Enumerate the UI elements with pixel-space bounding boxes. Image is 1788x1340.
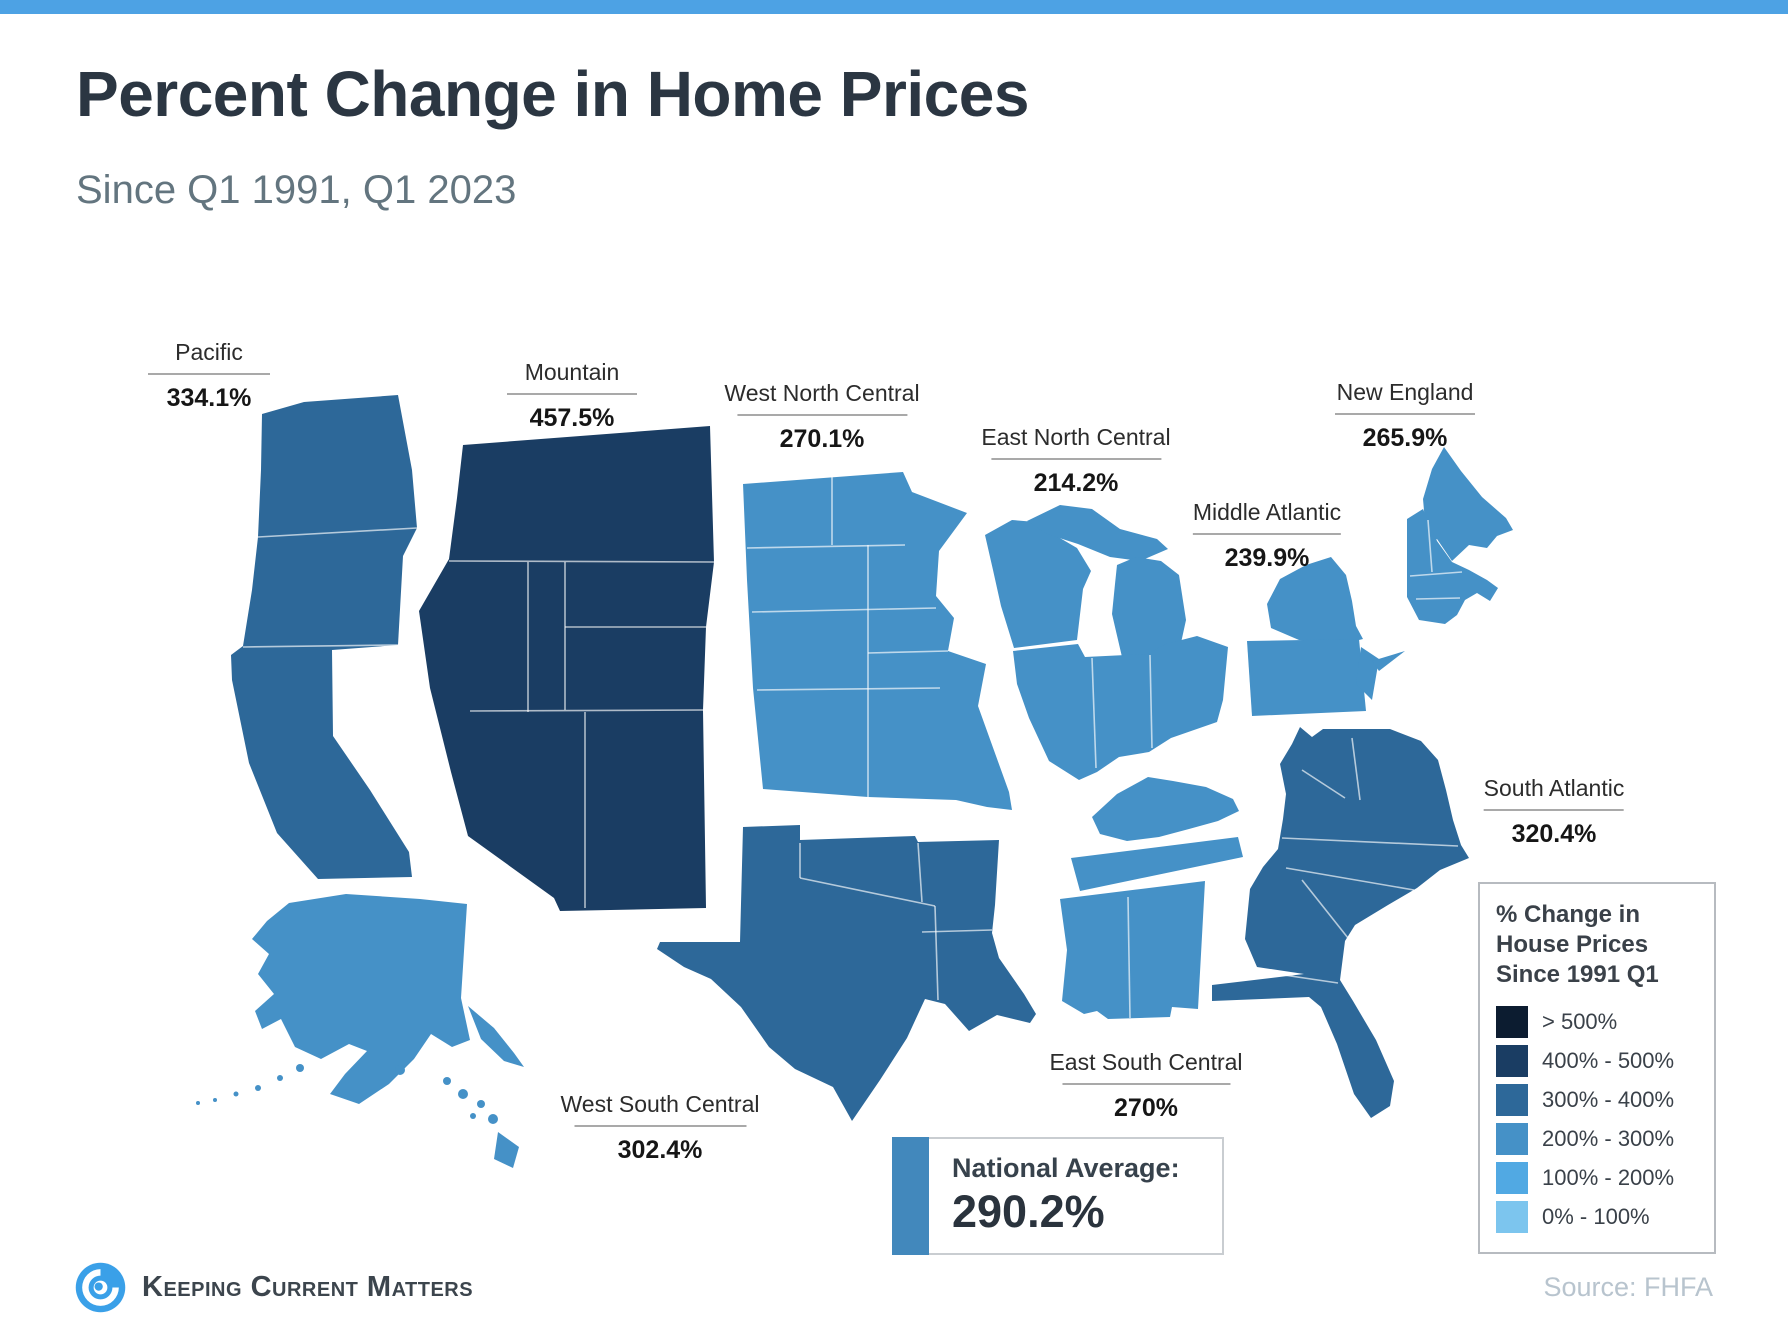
region-new-england-shape xyxy=(1407,447,1513,624)
label-rule xyxy=(1484,809,1624,812)
label-west-north-central: West North Central 270.1% xyxy=(724,380,920,454)
region-name: East North Central xyxy=(981,424,1171,450)
label-new-england: New England 265.9% xyxy=(1335,379,1475,453)
top-accent-bar xyxy=(0,0,1788,14)
national-average-label: National Average: xyxy=(952,1153,1180,1183)
page-subtitle: Since Q1 1991, Q1 2023 xyxy=(76,168,517,212)
label-mountain: Mountain 457.5% xyxy=(507,359,637,433)
legend-item: 400% - 500% xyxy=(1496,1041,1700,1080)
region-name: East South Central xyxy=(1049,1049,1243,1075)
legend-label: > 500% xyxy=(1542,1008,1618,1034)
legend-swatch xyxy=(1496,1161,1528,1194)
label-east-north-central: East North Central 214.2% xyxy=(981,424,1171,498)
region-value: 302.4% xyxy=(617,1136,703,1165)
region-south-atlantic-shape xyxy=(1212,727,1469,1118)
alaska-hawaii-shapes xyxy=(196,894,524,1168)
label-middle-atlantic: Middle Atlantic 239.9% xyxy=(1192,499,1342,573)
region-value: 265.9% xyxy=(1362,424,1448,453)
region-value: 239.9% xyxy=(1224,544,1310,573)
region-name: Mountain xyxy=(524,359,620,385)
page-title: Percent Change in Home Prices xyxy=(76,58,1029,130)
legend-item: 0% - 100% xyxy=(1496,1197,1700,1236)
region-value: 457.5% xyxy=(529,404,615,433)
source-attribution: Source: FHFA xyxy=(1543,1272,1713,1302)
label-west-south-central: West South Central 302.4% xyxy=(560,1091,760,1165)
region-west-south-central-shape xyxy=(657,825,1036,1121)
region-name: New England xyxy=(1336,379,1474,405)
national-average-card: National Average: 290.2% xyxy=(892,1137,1224,1255)
label-rule xyxy=(1193,533,1341,536)
label-rule xyxy=(1062,1083,1230,1086)
region-name: Pacific xyxy=(175,339,243,365)
region-east-north-central-shape xyxy=(985,505,1228,780)
label-rule xyxy=(990,458,1161,461)
region-pacific-shape xyxy=(231,395,418,879)
national-average-value: 290.2% xyxy=(952,1186,1105,1237)
label-rule xyxy=(148,373,270,376)
region-west-north-central-shape xyxy=(743,472,1012,810)
legend-item: > 500% xyxy=(1496,1002,1700,1041)
brand-lockup: Keeping Current Matters xyxy=(73,1260,473,1315)
legend-label: 0% - 100% xyxy=(1542,1203,1650,1229)
legend-label: 400% - 500% xyxy=(1542,1047,1675,1073)
swirl-logo-icon xyxy=(73,1260,128,1315)
region-mountain-shape xyxy=(419,426,715,911)
brand-name: Keeping Current Matters xyxy=(142,1271,474,1303)
legend-item: 200% - 300% xyxy=(1496,1119,1700,1158)
legend-title: % Change in House Prices Since 1991 Q1 xyxy=(1496,901,1659,988)
region-name: West North Central xyxy=(724,380,920,406)
region-value: 320.4% xyxy=(1511,820,1597,849)
label-rule xyxy=(573,1125,746,1128)
label-south-atlantic: South Atlantic 320.4% xyxy=(1483,775,1625,849)
legend-swatch xyxy=(1496,1005,1528,1038)
legend-swatch xyxy=(1496,1083,1528,1116)
region-east-south-central-shape xyxy=(1060,777,1243,1019)
legend-swatch xyxy=(1496,1200,1528,1233)
legend-label: 100% - 200% xyxy=(1542,1164,1675,1190)
region-name: West South Central xyxy=(560,1091,760,1117)
national-average-accent-bar xyxy=(892,1137,929,1255)
label-pacific: Pacific 334.1% xyxy=(148,339,270,413)
legend-label: 300% - 400% xyxy=(1542,1086,1675,1112)
label-rule xyxy=(736,414,907,417)
region-middle-atlantic-shape xyxy=(1247,557,1405,716)
region-value: 334.1% xyxy=(166,384,252,413)
region-name: South Atlantic xyxy=(1483,775,1625,801)
map-legend: % Change in House Prices Since 1991 Q1 >… xyxy=(1478,882,1716,1254)
region-value: 270.1% xyxy=(779,425,865,454)
legend-swatch xyxy=(1496,1122,1528,1155)
legend-swatch xyxy=(1496,1044,1528,1077)
region-value: 214.2% xyxy=(1033,469,1119,498)
legend-item: 100% - 200% xyxy=(1496,1158,1700,1197)
label-rule xyxy=(1335,413,1475,416)
legend-item: 300% - 400% xyxy=(1496,1080,1700,1119)
region-name: Middle Atlantic xyxy=(1192,499,1342,525)
legend-label: 200% - 300% xyxy=(1542,1125,1675,1151)
region-value: 270% xyxy=(1114,1094,1178,1123)
label-east-south-central: East South Central 270% xyxy=(1049,1049,1243,1123)
label-rule xyxy=(507,393,637,396)
